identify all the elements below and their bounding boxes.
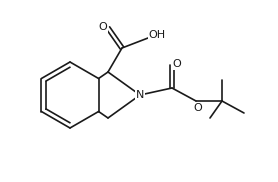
Text: N: N [136,90,144,100]
Text: O: O [173,59,181,69]
Text: OH: OH [148,30,166,40]
Text: O: O [99,22,107,32]
Text: O: O [193,103,202,113]
